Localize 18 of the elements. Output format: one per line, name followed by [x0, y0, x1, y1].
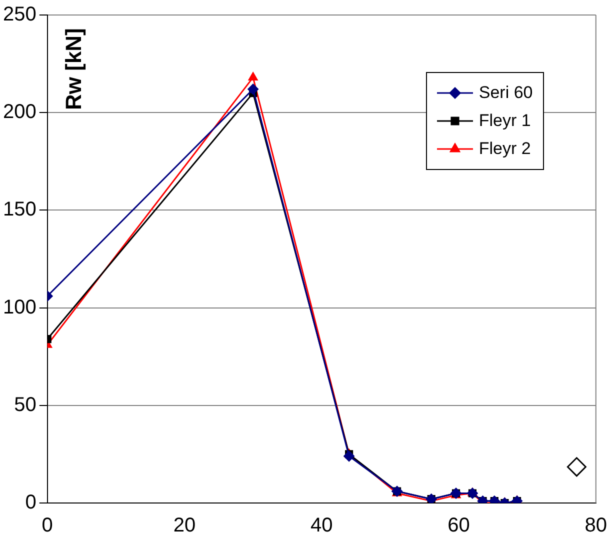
y-tick-label: 100 — [2, 296, 36, 318]
y-tick-label: 250 — [2, 4, 36, 26]
legend-label: Fleyr 1 — [478, 111, 531, 131]
x-tick-label: 20 — [173, 514, 196, 537]
y-tick-label: 200 — [2, 101, 36, 124]
point — [344, 450, 355, 462]
y-tick-label: 150 — [2, 198, 36, 221]
x-tick-label: 40 — [310, 514, 333, 537]
x-tick-label: 0 — [42, 514, 53, 537]
point — [248, 84, 259, 95]
y-axis-title: Rw [kN] — [61, 28, 88, 110]
y-tick-label: 0 — [25, 492, 36, 514]
y-tick-label: 50 — [14, 394, 36, 416]
legend-label: Seri 60 — [478, 83, 533, 103]
legend-label: Fleyr 2 — [478, 139, 531, 159]
x-tick-label: 80 — [584, 514, 607, 537]
point — [566, 457, 586, 477]
x-tick-label: 60 — [448, 514, 470, 537]
